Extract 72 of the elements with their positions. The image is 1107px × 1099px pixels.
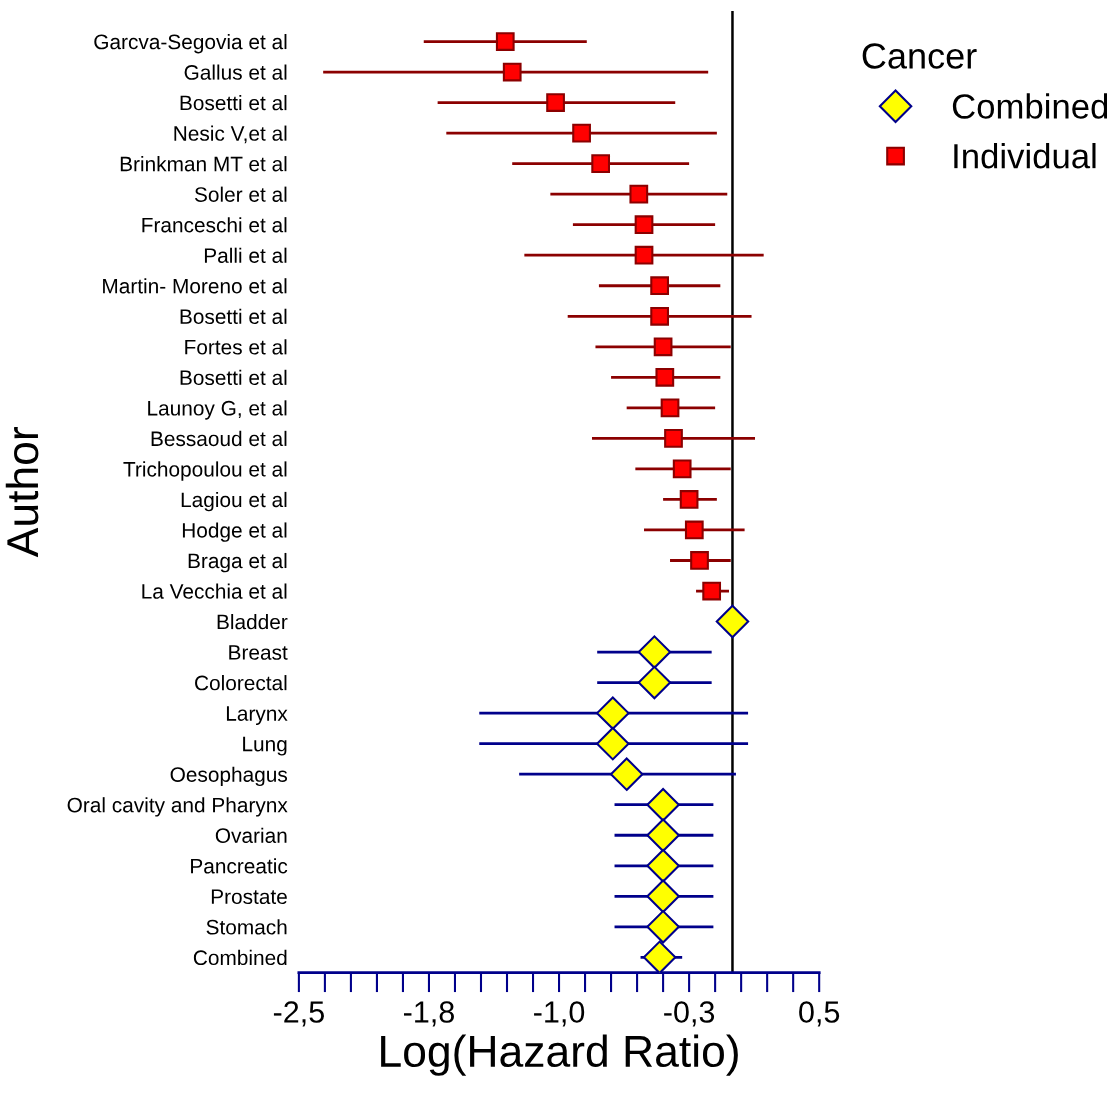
point	[690, 551, 709, 570]
y-tick-label: Combined	[193, 949, 287, 966]
y-tick-label: Trichopoulou et al	[123, 461, 287, 481]
point	[646, 849, 680, 883]
point	[650, 276, 669, 296]
y-tick-label: Oesophagus	[170, 766, 288, 787]
point	[660, 398, 680, 418]
point	[672, 459, 692, 479]
point	[646, 818, 680, 852]
y-tick-label: Brinkman MT et al	[120, 156, 287, 172]
x-tick-label: -1,0	[534, 1001, 585, 1027]
y-tick-label: Bosetti et al	[180, 308, 287, 325]
point	[646, 910, 680, 944]
y-tick-label: Bosetti et al	[180, 369, 287, 386]
point	[502, 62, 522, 82]
y-tick-label: Pancreatic	[191, 858, 288, 874]
legend-label: Individual	[954, 142, 1096, 169]
legend-title: Cancer	[862, 43, 977, 69]
y-axis-title: Author	[5, 427, 39, 558]
y-tick-label: Nesic V,et al	[174, 125, 287, 144]
y-tick-label: Lagiou et al	[181, 491, 287, 512]
y-tick-label: Launoy G, et al	[148, 400, 287, 420]
y-tick-label: Ovarian	[215, 827, 287, 843]
x-tick-label: -2,5	[273, 1001, 324, 1027]
point	[629, 184, 649, 204]
y-tick-label: Colorectal	[195, 675, 287, 691]
x-tick-label: -0,3	[664, 1001, 715, 1027]
y-tick-label: Hodge et al	[182, 522, 287, 542]
point	[495, 32, 515, 51]
point	[634, 245, 654, 265]
point	[637, 665, 672, 700]
point	[646, 879, 680, 914]
y-tick-label: Breast	[229, 645, 288, 660]
y-tick-label: Bladder	[217, 614, 288, 630]
y-tick-label: Stomach	[206, 919, 287, 935]
point	[572, 123, 591, 143]
point	[637, 635, 672, 669]
y-tick-label: Oral cavity and Pharynx	[67, 797, 288, 817]
y-tick-label: Lung	[243, 736, 287, 756]
y-tick-label: Gallus et al	[184, 64, 287, 80]
y-tick-label: Larynx	[226, 706, 288, 725]
y-tick-label: Fortes et al	[185, 339, 287, 355]
y-tick-label: Prostate	[211, 889, 287, 905]
point	[591, 154, 611, 173]
point	[684, 520, 704, 540]
point	[664, 429, 683, 448]
point	[596, 696, 630, 730]
point	[642, 940, 677, 973]
point	[653, 337, 673, 357]
y-tick-label: Bosetti et al	[180, 95, 287, 111]
x-axis-title: Log(Hazard Ratio)	[381, 1034, 738, 1076]
y-tick-label: Braga et al	[188, 552, 287, 573]
point	[609, 757, 644, 791]
y-tick-label: Martin- Moreno et al	[103, 278, 287, 294]
point	[634, 215, 654, 235]
point	[715, 604, 750, 639]
point	[646, 787, 680, 822]
x-tick-label: 0,5	[799, 1001, 840, 1027]
y-tick-label: Soler et al	[194, 186, 287, 202]
point	[650, 306, 669, 326]
y-tick-label: La Vecchia et al	[142, 583, 287, 599]
point	[546, 93, 565, 112]
y-tick-label: Bessaoud et al	[151, 430, 287, 447]
y-tick-label: Franceschi et al	[142, 217, 287, 233]
y-tick-label: Garcva-Segovia et al	[94, 33, 287, 54]
point	[655, 367, 675, 387]
legend-label: Combined	[952, 93, 1107, 119]
y-tick-label: Palli et al	[204, 247, 287, 263]
point	[679, 490, 699, 509]
x-tick-label: -1,8	[404, 1001, 454, 1027]
point	[702, 581, 722, 601]
point	[596, 726, 630, 761]
